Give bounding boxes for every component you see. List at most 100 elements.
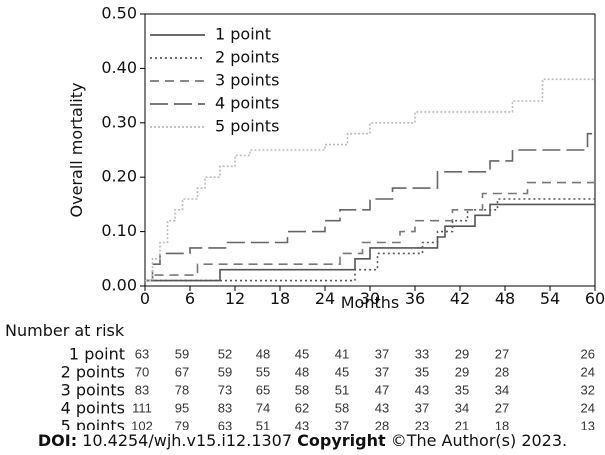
footer-citation: DOI: 10.4254/wjh.v15.i12.1307 Copyright … xyxy=(0,431,605,450)
risk-row-label: 2 points xyxy=(61,363,125,382)
legend-label: 1 point xyxy=(215,25,271,44)
series-line xyxy=(145,198,595,282)
risk-value: 48 xyxy=(256,346,270,361)
risk-value: 43 xyxy=(375,400,389,415)
risk-value: 102 xyxy=(131,418,153,430)
risk-value: 79 xyxy=(175,418,189,430)
risk-value: 13 xyxy=(581,418,595,430)
doi-label: DOI: xyxy=(37,431,78,450)
risk-value: 43 xyxy=(295,418,309,430)
risk-value: 29 xyxy=(455,346,469,361)
series-line xyxy=(145,181,595,282)
risk-value: 95 xyxy=(175,400,189,415)
risk-value: 70 xyxy=(135,364,149,379)
y-tick-label: 0.40 xyxy=(101,58,137,77)
legend-label: 2 points xyxy=(215,48,279,67)
y-tick-label: 0.30 xyxy=(101,112,137,131)
risk-value: 63 xyxy=(218,418,232,430)
risk-row-label: 1 point xyxy=(69,345,125,364)
risk-value: 37 xyxy=(375,346,389,361)
risk-value: 34 xyxy=(455,400,469,415)
x-tick-label: 54 xyxy=(540,289,560,308)
risk-value: 59 xyxy=(175,346,189,361)
risk-value: 51 xyxy=(335,382,349,397)
risk-row-label: 5 points xyxy=(61,417,125,431)
x-tick-label: 42 xyxy=(450,289,470,308)
km-chart: 0 6 12 18 24 30 36 42 48 54 60 0.00 0.10 0.20 0.30 0.4… xyxy=(5,4,605,431)
risk-value: 83 xyxy=(135,382,149,397)
series-layer xyxy=(145,78,595,282)
risk-value: 83 xyxy=(218,400,232,415)
legend-label: 4 points xyxy=(215,94,279,113)
legend-label: 3 points xyxy=(215,71,279,90)
copyright-label: Copyright xyxy=(297,431,386,450)
risk-value: 74 xyxy=(256,400,270,415)
risk-table: 1 point 63 59 52 48 45 41 37 33 29 27 26 2 points 70 6… xyxy=(61,345,595,431)
y-axis-label: Overall mortality xyxy=(67,83,86,218)
risk-row-label: 4 points xyxy=(61,399,125,418)
x-tick-label: 36 xyxy=(405,289,425,308)
risk-value: 28 xyxy=(495,364,509,379)
risk-value: 65 xyxy=(256,382,270,397)
risk-value: 52 xyxy=(218,346,232,361)
doi-value: 10.4254/wjh.v15.i12.1307 xyxy=(77,431,298,450)
risk-value: 62 xyxy=(295,400,309,415)
x-tick-label: 0 xyxy=(140,289,150,308)
risk-value: 23 xyxy=(415,418,429,430)
risk-value: 33 xyxy=(415,346,429,361)
risk-value: 73 xyxy=(218,382,232,397)
x-tick-label: 24 xyxy=(315,289,335,308)
risk-value: 47 xyxy=(375,382,389,397)
risk-value: 28 xyxy=(375,418,389,430)
risk-value: 41 xyxy=(335,346,349,361)
copyright-value: ©The Author(s) 2023. xyxy=(385,431,568,450)
risk-value: 34 xyxy=(495,382,509,397)
risk-value: 37 xyxy=(415,400,429,415)
x-axis: 0 6 12 18 24 30 36 42 48 54 60 xyxy=(140,286,605,308)
risk-value: 58 xyxy=(335,400,349,415)
risk-value: 32 xyxy=(581,382,595,397)
risk-value: 111 xyxy=(132,400,152,415)
legend-label: 5 points xyxy=(215,117,279,136)
risk-value: 55 xyxy=(256,364,270,379)
risk-value: 29 xyxy=(455,364,469,379)
risk-value: 27 xyxy=(495,400,509,415)
x-tick-label: 12 xyxy=(225,289,245,308)
risk-value: 21 xyxy=(455,418,469,430)
legend: 1 point 2 points 3 points 4 points 5 points xyxy=(150,25,279,136)
risk-value: 26 xyxy=(581,346,595,361)
risk-value: 43 xyxy=(415,382,429,397)
risk-value: 51 xyxy=(256,418,270,430)
risk-row-label: 3 points xyxy=(61,381,125,400)
risk-value: 35 xyxy=(455,382,469,397)
y-axis: 0.00 0.10 0.20 0.30 0.40 0.50 xyxy=(101,4,145,295)
x-axis-label: Months xyxy=(341,293,399,312)
risk-value: 24 xyxy=(581,364,595,379)
y-tick-label: 0.50 xyxy=(101,4,137,23)
risk-value: 37 xyxy=(335,418,349,430)
risk-value: 78 xyxy=(175,382,189,397)
risk-value: 24 xyxy=(581,400,595,415)
x-tick-label: 60 xyxy=(585,289,605,308)
series-line xyxy=(145,78,595,282)
y-tick-label: 0.20 xyxy=(101,167,137,186)
risk-value: 67 xyxy=(175,364,189,379)
risk-value: 48 xyxy=(295,364,309,379)
risk-value: 18 xyxy=(495,418,509,430)
y-tick-label: 0.00 xyxy=(101,276,137,295)
x-tick-label: 48 xyxy=(495,289,515,308)
risk-value: 63 xyxy=(135,346,149,361)
risk-value: 58 xyxy=(295,382,309,397)
y-tick-label: 0.10 xyxy=(101,221,137,240)
risk-value: 45 xyxy=(295,346,309,361)
x-tick-label: 18 xyxy=(270,289,290,308)
risk-value: 35 xyxy=(415,364,429,379)
series-line xyxy=(145,132,595,282)
risk-value: 59 xyxy=(218,364,232,379)
risk-value: 37 xyxy=(375,364,389,379)
risk-value: 45 xyxy=(335,364,349,379)
x-tick-label: 30 xyxy=(360,289,380,308)
risk-value: 27 xyxy=(495,346,509,361)
x-tick-label: 6 xyxy=(185,289,195,308)
risk-table-title: Number at risk xyxy=(5,321,125,340)
